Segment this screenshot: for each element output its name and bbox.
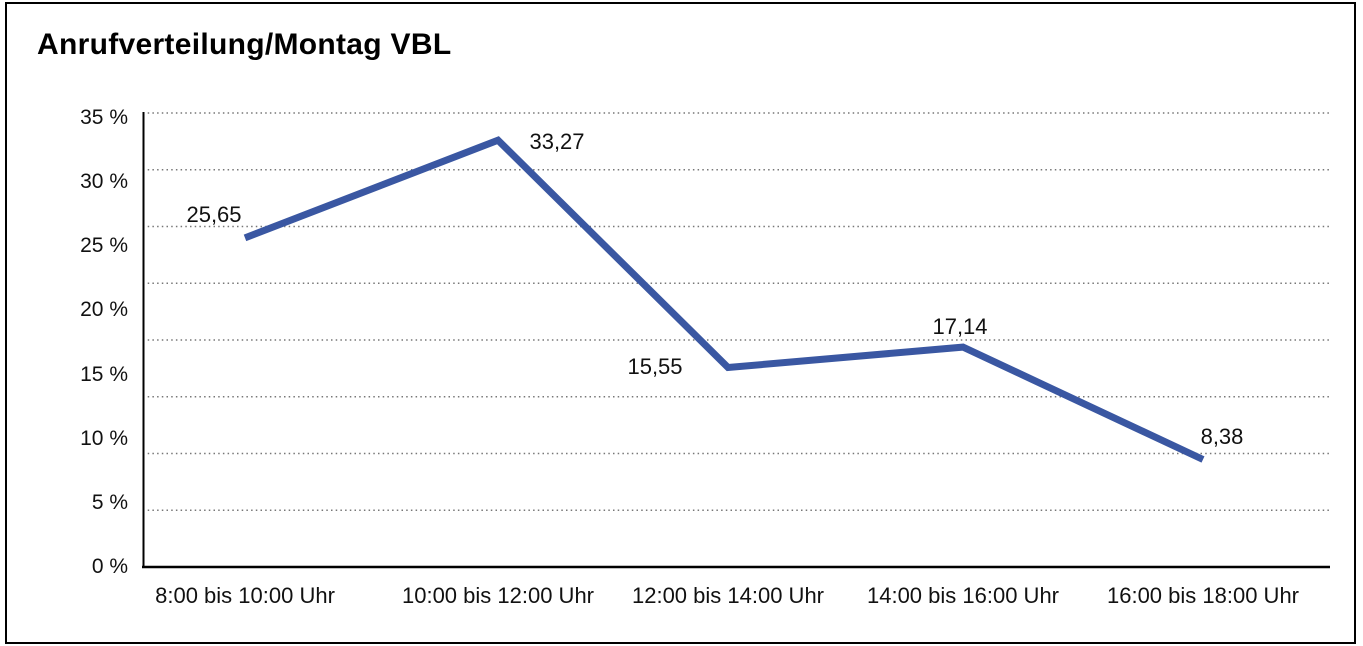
- y-tick-label: 0 %: [91, 555, 128, 578]
- data-point-label: 8,38: [1200, 424, 1244, 449]
- data-point-label: 15,55: [627, 354, 683, 379]
- y-tick-label: 25 %: [80, 234, 128, 258]
- data-point-label: 33,27: [529, 129, 585, 154]
- y-tick-label: 15 %: [80, 362, 128, 386]
- y-tick-label: 35 %: [80, 106, 128, 129]
- y-tick-label: 5 %: [91, 490, 128, 514]
- y-tick-label: 20 %: [80, 298, 128, 322]
- x-category-label: 12:00 bis 14:00 Uhr: [631, 583, 825, 608]
- y-tick-label: 10 %: [80, 426, 128, 450]
- data-point-label: 25,65: [186, 202, 242, 227]
- data-line-series: [243, 136, 1205, 463]
- data-point-label: 17,14: [932, 314, 988, 339]
- x-category-label: 8:00 bis 10:00 Uhr: [155, 583, 335, 608]
- chart-title: Anrufverteilung/Montag VBL: [37, 28, 452, 61]
- y-tick-label: 30 %: [80, 170, 128, 194]
- x-category-label: 16:00 bis 18:00 Uhr: [1106, 583, 1300, 608]
- x-category-label: 14:00 bis 16:00 Uhr: [866, 583, 1060, 608]
- x-category-label: 10:00 bis 12:00 Uhr: [401, 583, 595, 608]
